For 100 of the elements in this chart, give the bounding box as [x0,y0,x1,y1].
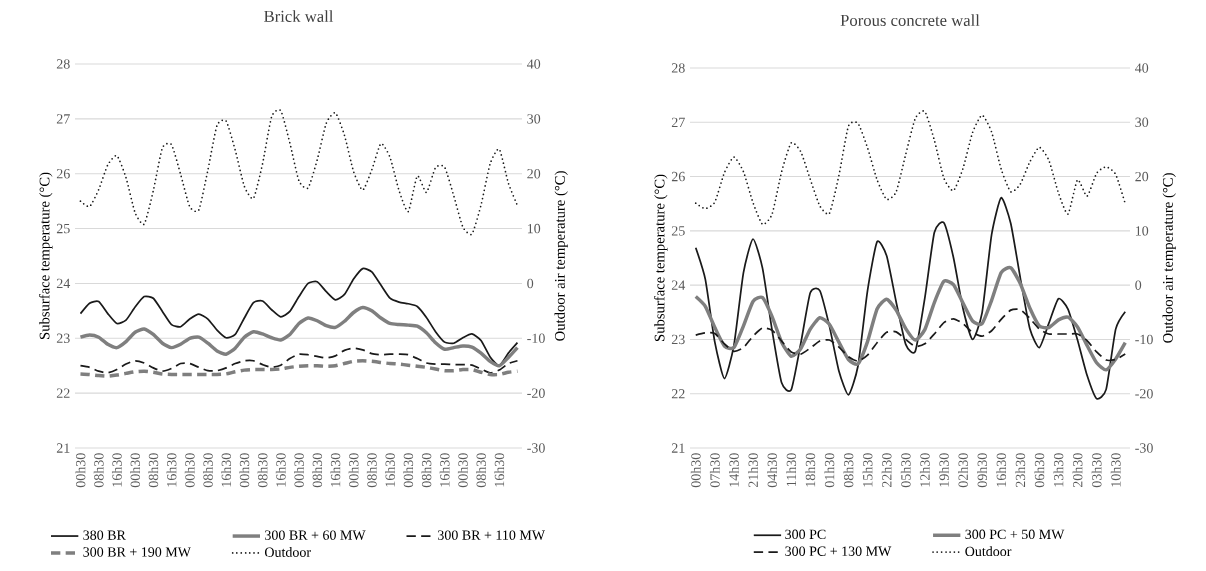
x-tick-label: 16h30 [494,453,505,487]
y2-tick-label: -20 [527,388,545,398]
x-tick-label: 09h30 [977,453,988,488]
line-series [78,359,520,378]
x-tick-label: 21h30 [748,453,758,488]
legend-label: 380 BR [83,530,126,540]
x-tick-label: 08h30 [93,453,104,488]
x-tick-label: 00h30 [403,453,414,488]
x-tick-label: 02h30 [958,453,968,488]
x-tick-label: 06h30 [1034,453,1045,488]
y-tick-label: 27 [671,117,685,127]
x-tick-label: 08h30 [257,453,268,488]
line-series [694,265,1127,372]
legend-label: 300 PC + 130 MW [785,546,892,556]
y2-tick-label: 30 [527,114,541,124]
y-tick-label: 23 [56,333,70,343]
y-tick-label: 23 [671,334,685,345]
x-tick-label: 16h30 [330,453,341,487]
y-axis-title: Subsurface temperature (°C) [39,172,53,339]
y-tick-label: 21 [56,443,70,453]
chart-title: Porous concrete wall [840,14,980,26]
x-tick-label: 16h30 [166,453,177,487]
legend-label: 300 PC + 50 MW [965,529,1065,540]
y2-tick-label: 10 [1135,226,1149,236]
line-series [79,347,519,374]
x-tick-label: 16h30 [385,453,395,487]
x-tick-label: 05h30 [900,453,911,488]
x-tick-label: 00h30 [348,453,359,488]
x-tick-label: 08h30 [421,453,432,488]
x-tick-label: 10h30 [1110,453,1121,487]
x-tick-label: 00h30 [690,453,701,488]
y-tick-label: 26 [56,169,70,179]
y-tick-label: 25 [56,223,70,234]
x-tick-label: 00h30 [294,453,304,488]
y-tick-label: 21 [671,443,685,453]
x-tick-label: 16h30 [275,453,286,487]
legend-label: Outdoor [965,546,1012,557]
x-tick-label: 01h30 [824,453,835,488]
y2-tick-label: -30 [527,443,545,453]
x-tick-label: 08h30 [312,453,323,488]
x-tick-label: 00h30 [130,453,141,488]
line-series [79,109,519,235]
y-tick-label: 28 [671,63,685,73]
legend-label: Outdoor [264,547,311,557]
x-tick-label: 00h30 [75,453,86,488]
x-tick-label: 22h30 [881,453,892,488]
x-tick-label: 00h30 [457,453,468,488]
y2-tick-label: 20 [1135,171,1149,182]
chart-title: Brick wall [264,10,334,22]
y2-tick-label: 30 [1135,117,1149,128]
y2-axis-title: Outdoor air temperature (°C) [1162,173,1176,343]
x-tick-label: 04h30 [767,453,778,488]
y-tick-label: 22 [671,389,685,399]
y2-tick-label: 20 [527,169,541,179]
x-tick-label: 16h30 [111,453,122,487]
y-axis-title: Subsurface temperature (°C) [654,174,668,341]
line-series [78,305,520,368]
x-tick-label: 00h30 [239,453,250,488]
y2-axis-title: Outdoor air temperature (°C) [554,171,568,341]
legend-label: 300 BR + 60 MW [265,530,366,540]
y2-tick-label: -10 [527,333,545,344]
y-tick-label: 27 [56,114,70,124]
y-tick-label: 24 [671,280,686,290]
x-tick-label: 11h30 [786,453,797,486]
x-tick-label: 19h30 [938,453,949,487]
x-tick-label: 15h30 [862,453,873,487]
y2-tick-label: -30 [1135,443,1153,453]
x-tick-label: 23h30 [1015,453,1026,488]
line-series [694,196,1127,400]
x-tick-label: 00h30 [184,453,195,488]
x-tick-label: 20h30 [1072,453,1083,488]
x-tick-label: 16h30 [221,453,232,487]
y2-tick-label: 10 [527,223,541,234]
y-tick-label: 24 [56,278,71,289]
x-tick-label: 12h30 [919,453,930,487]
x-tick-label: 08h30 [203,453,213,488]
y-tick-label: 25 [671,226,685,236]
y-tick-label: 26 [671,171,685,182]
x-tick-label: 18h30 [805,453,816,487]
y-tick-label: 22 [56,388,70,398]
line-series [694,110,1127,226]
y2-tick-label: -10 [1135,334,1153,345]
x-tick-label: 14h30 [729,453,739,487]
y2-tick-label: 40 [1135,63,1149,73]
y2-tick-label: 0 [527,278,534,289]
x-tick-label: 08h30 [476,453,486,488]
y-tick-label: 28 [56,59,70,69]
y2-tick-label: 40 [526,59,541,69]
x-tick-label: 08h30 [843,453,854,488]
x-tick-label: 13h30 [1053,453,1064,487]
x-tick-label: 07h30 [709,453,720,488]
legend-label: 300 PC [785,529,826,540]
x-tick-label: 08h30 [148,453,159,488]
x-tick-label: 16h30 [996,453,1007,487]
x-tick-label: 08h30 [366,453,377,488]
y2-tick-label: 0 [1135,280,1142,290]
legend-label: 300 BR + 190 MW [83,547,191,557]
legend-label: 300 BR + 110 MW [438,530,546,540]
x-tick-label: 16h30 [439,453,450,487]
y2-tick-label: -20 [1135,389,1153,399]
